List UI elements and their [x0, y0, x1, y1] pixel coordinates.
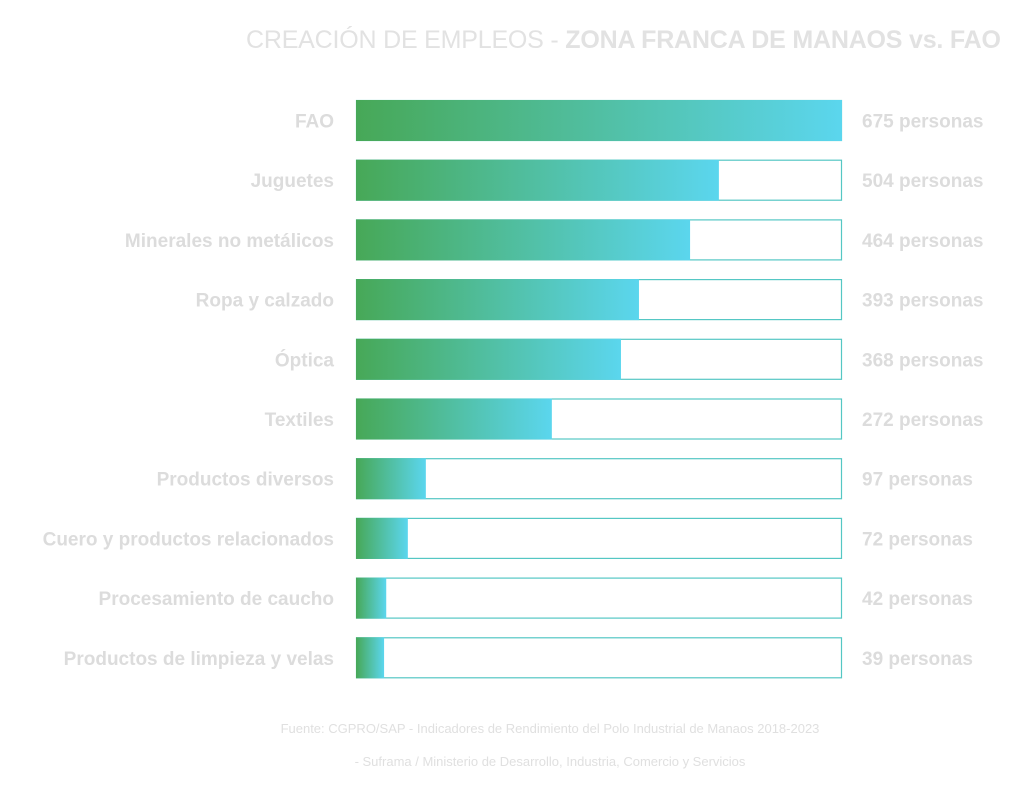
bar — [356, 338, 621, 380]
source-line-2: - Suframa / Ministerio de Desarrollo, In… — [354, 754, 746, 769]
bar-track — [355, 637, 843, 679]
chart-title: CREACIÓN DE EMPLEOS - ZONA FRANCA DE MAN… — [246, 26, 1006, 55]
bar — [356, 517, 408, 559]
chart-title-light: CREACIÓN DE EMPLEOS - — [246, 26, 566, 54]
category-label: Minerales no metálicos — [125, 231, 334, 252]
bars-group: FAO 675 personas Juguetes 504 personas Miner… — [43, 99, 983, 679]
value-label: 504 personas — [862, 171, 983, 192]
bar — [356, 637, 385, 679]
category-label: Juguetes — [251, 171, 334, 192]
chart-title-bold: ZONA FRANCA DE MANAOS vs. FAO — [565, 26, 1001, 54]
bar — [356, 159, 719, 201]
category-label: Productos diversos — [157, 470, 334, 491]
bar-track — [355, 517, 843, 560]
value-label: 97 personas — [862, 470, 973, 491]
bar — [356, 577, 387, 619]
value-label: 464 personas — [862, 231, 983, 252]
bar-chart: FAO 675 personas Juguetes 504 personas Miner… — [43, 99, 983, 679]
source-line-1: Fuente: CGPRO/SAP - Indicadores de Rendi… — [280, 721, 820, 736]
value-label: 272 personas — [862, 410, 983, 431]
bar — [356, 458, 426, 500]
category-label: Ropa y calzado — [196, 291, 334, 312]
category-label: Cuero y productos relacionados — [43, 529, 334, 550]
category-label: Procesamiento de caucho — [99, 589, 334, 610]
category-label: Productos de limpieza y velas — [64, 649, 334, 670]
value-label: 675 personas — [862, 112, 983, 133]
bar-track — [355, 458, 843, 500]
bar — [356, 279, 639, 321]
bar — [356, 398, 552, 440]
bar — [356, 219, 691, 261]
value-label: 393 personas — [862, 291, 983, 312]
bar — [356, 100, 842, 141]
category-label: Óptica — [275, 349, 335, 371]
value-label: 42 personas — [862, 589, 973, 610]
bar-track — [355, 577, 843, 619]
value-label: 39 personas — [862, 649, 973, 670]
source-note: Fuente: CGPRO/SAP - Indicadores de Rendi… — [0, 712, 1024, 778]
category-label: Textiles — [265, 410, 334, 431]
value-label: 72 personas — [862, 529, 973, 550]
value-label: 368 personas — [862, 350, 983, 371]
category-label: FAO — [295, 112, 334, 133]
